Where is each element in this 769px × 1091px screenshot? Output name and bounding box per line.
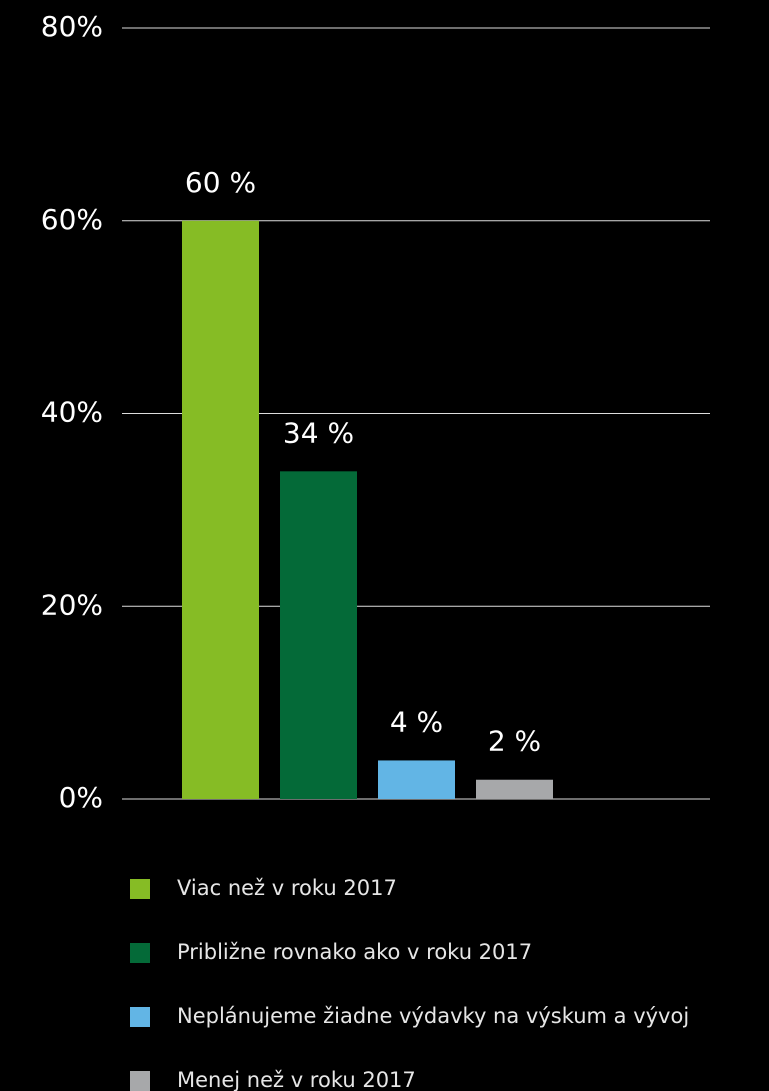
legend-label: Približne rovnako ako v roku 2017 — [177, 940, 532, 964]
legend-label: Viac než v roku 2017 — [177, 876, 397, 900]
y-tick-label: 60% — [41, 203, 103, 236]
bar — [476, 779, 553, 799]
legend-swatch — [130, 879, 150, 899]
y-tick-label: 80% — [41, 10, 103, 43]
value-label: 2 % — [488, 725, 541, 758]
value-label: 4 % — [390, 705, 443, 738]
bar — [280, 471, 357, 799]
bar — [378, 760, 455, 799]
legend-swatch — [130, 943, 150, 963]
legend-label: Neplánujeme žiadne výdavky na výskum a v… — [177, 1004, 689, 1028]
y-tick-label: 40% — [41, 396, 103, 429]
value-label: 34 % — [283, 416, 354, 449]
legend-swatch — [130, 1071, 150, 1091]
bar — [182, 220, 259, 799]
y-tick-label: 0% — [59, 781, 103, 814]
value-label: 60 % — [185, 166, 256, 199]
legend-label: Menej než v roku 2017 — [177, 1068, 416, 1091]
legend-swatch — [130, 1007, 150, 1027]
y-tick-label: 20% — [41, 588, 103, 621]
